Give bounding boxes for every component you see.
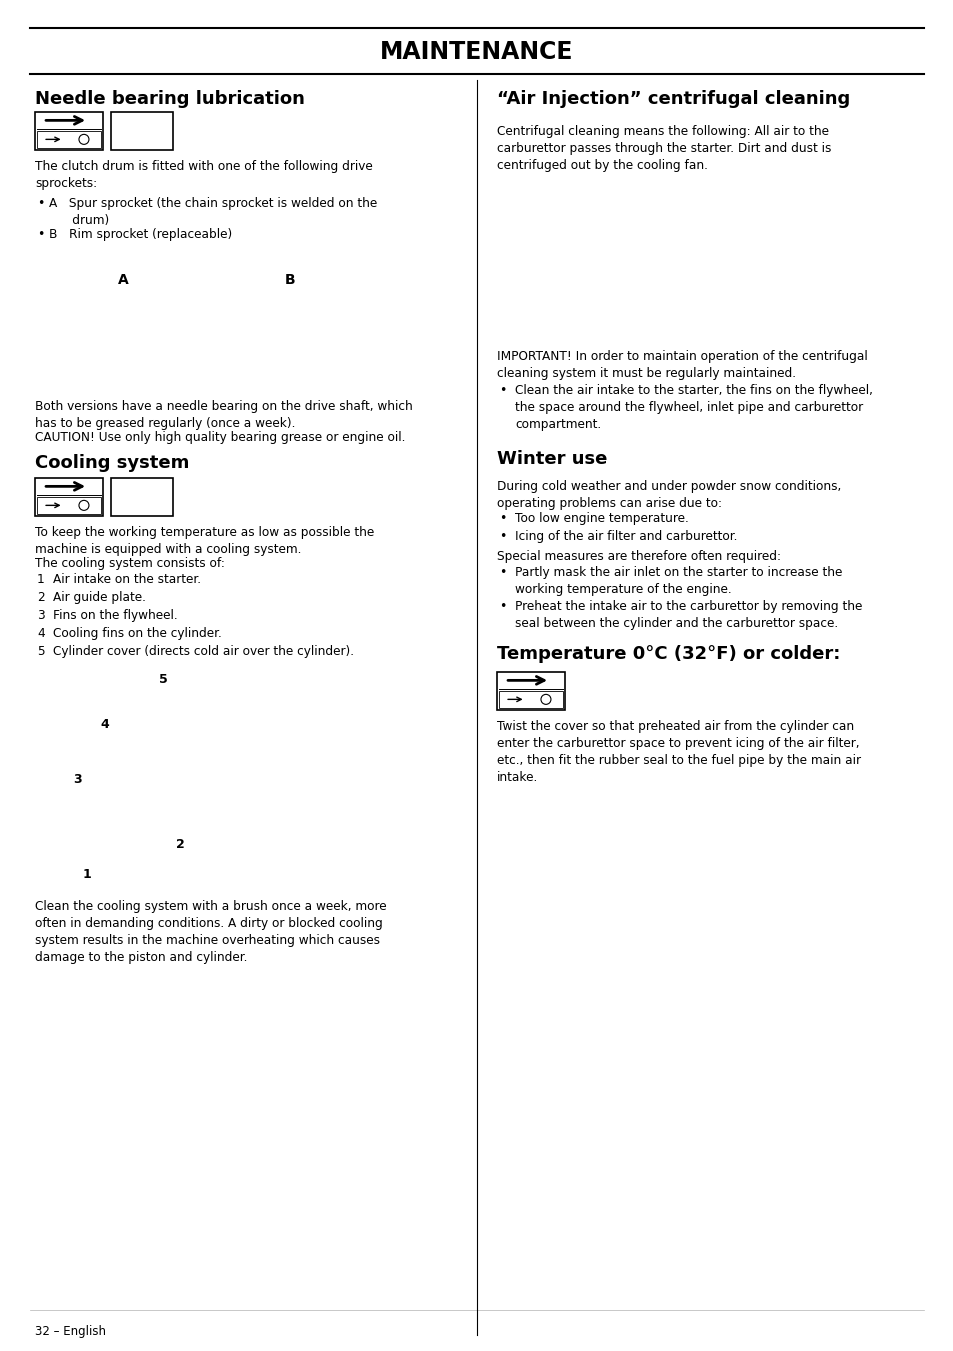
Text: Cylinder cover (directs cold air over the cylinder).: Cylinder cover (directs cold air over th… <box>53 644 354 658</box>
Text: Cooling system: Cooling system <box>35 454 190 471</box>
Text: •: • <box>498 600 506 613</box>
Text: B: B <box>284 273 295 286</box>
Text: Air guide plate.: Air guide plate. <box>53 590 146 604</box>
Bar <box>37 497 101 513</box>
Text: During cold weather and under powder snow conditions,
operating problems can ari: During cold weather and under powder sno… <box>497 480 841 509</box>
Text: •: • <box>37 197 45 209</box>
Text: Clean the air intake to the starter, the fins on the flywheel,
the space around : Clean the air intake to the starter, the… <box>515 384 872 431</box>
Text: “Air Injection” centrifugal cleaning: “Air Injection” centrifugal cleaning <box>497 91 849 108</box>
Bar <box>35 478 103 516</box>
Text: 4: 4 <box>100 717 110 731</box>
Text: Air intake on the starter.: Air intake on the starter. <box>53 573 201 586</box>
Text: A   Spur sprocket (the chain sprocket is welded on the
      drum): A Spur sprocket (the chain sprocket is w… <box>49 197 376 227</box>
Text: Icing of the air filter and carburettor.: Icing of the air filter and carburettor. <box>515 530 737 543</box>
Text: Clean the cooling system with a brush once a week, more
often in demanding condi: Clean the cooling system with a brush on… <box>35 900 386 965</box>
Text: Centrifugal cleaning means the following: All air to the
carburettor passes thro: Centrifugal cleaning means the following… <box>497 126 830 172</box>
Text: CAUTION! Use only high quality bearing grease or engine oil.: CAUTION! Use only high quality bearing g… <box>35 431 405 444</box>
Bar <box>111 478 172 516</box>
Text: B   Rim sprocket (replaceable): B Rim sprocket (replaceable) <box>49 228 232 240</box>
Text: 5: 5 <box>158 673 167 686</box>
Text: 3: 3 <box>37 609 45 621</box>
Bar <box>35 112 103 150</box>
Text: Winter use: Winter use <box>497 450 607 467</box>
Text: 2: 2 <box>175 838 184 851</box>
Text: Temperature 0°C (32°F) or colder:: Temperature 0°C (32°F) or colder: <box>497 644 840 663</box>
Text: Twist the cover so that preheated air from the cylinder can
enter the carburetto: Twist the cover so that preheated air fr… <box>497 720 861 784</box>
Text: IMPORTANT! In order to maintain operation of the centrifugal
cleaning system it : IMPORTANT! In order to maintain operatio… <box>497 350 867 380</box>
Text: Needle bearing lubrication: Needle bearing lubrication <box>35 91 305 108</box>
Text: To keep the working temperature as low as possible the
machine is equipped with : To keep the working temperature as low a… <box>35 526 374 557</box>
Text: 32 – English: 32 – English <box>35 1325 106 1339</box>
Text: Special measures are therefore often required:: Special measures are therefore often req… <box>497 550 781 563</box>
Text: Partly mask the air inlet on the starter to increase the
working temperature of : Partly mask the air inlet on the starter… <box>515 566 841 596</box>
Text: •: • <box>498 566 506 580</box>
Text: 1: 1 <box>83 867 91 881</box>
Text: MAINTENANCE: MAINTENANCE <box>380 41 573 63</box>
Text: Cooling fins on the cylinder.: Cooling fins on the cylinder. <box>53 627 221 640</box>
Text: 3: 3 <box>73 773 82 786</box>
Text: •: • <box>498 384 506 397</box>
Text: •: • <box>37 228 45 240</box>
Text: 4: 4 <box>37 627 45 640</box>
Text: Too low engine temperature.: Too low engine temperature. <box>515 512 688 526</box>
Text: 5: 5 <box>37 644 45 658</box>
Text: 2: 2 <box>37 590 45 604</box>
Text: Both versions have a needle bearing on the drive shaft, which
has to be greased : Both versions have a needle bearing on t… <box>35 400 413 430</box>
Text: 1: 1 <box>37 573 45 586</box>
Text: •: • <box>498 512 506 526</box>
Text: The cooling system consists of:: The cooling system consists of: <box>35 557 225 570</box>
Text: •: • <box>498 530 506 543</box>
Text: Fins on the flywheel.: Fins on the flywheel. <box>53 609 177 621</box>
Bar <box>497 671 564 711</box>
Bar <box>37 131 101 149</box>
Text: A: A <box>117 273 129 286</box>
Text: Preheat the intake air to the carburettor by removing the
seal between the cylin: Preheat the intake air to the carburetto… <box>515 600 862 630</box>
Text: The clutch drum is fitted with one of the following drive
sprockets:: The clutch drum is fitted with one of th… <box>35 159 373 190</box>
Bar <box>111 112 172 150</box>
Bar <box>498 690 562 708</box>
